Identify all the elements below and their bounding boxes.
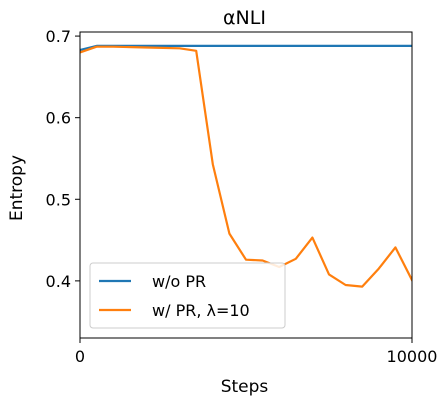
x-tick-label: 0	[75, 347, 85, 366]
chart-title: αNLI	[223, 7, 266, 29]
series-line-2	[80, 45, 412, 288]
legend-box	[89, 262, 286, 329]
legend-label-2: w/ PR, λ=10	[152, 301, 250, 320]
x-tick-label: 10000	[387, 347, 438, 366]
legend-label-1: w/o PR	[152, 272, 206, 291]
plot-frame	[79, 31, 413, 339]
y-tick-label: 0.4	[46, 272, 71, 291]
axes: 0.4 0.5 0.6 0.7 0 10000	[46, 27, 438, 366]
plot-area	[80, 44, 412, 288]
legend: w/o PR w/ PR, λ=10	[89, 262, 286, 329]
x-axis-title: Steps	[221, 377, 269, 397]
y-tick-label: 0.7	[46, 27, 71, 46]
y-tick-label: 0.5	[46, 190, 71, 209]
y-axis-title: Entropy	[7, 155, 27, 221]
y-tick-label: 0.6	[46, 109, 71, 128]
